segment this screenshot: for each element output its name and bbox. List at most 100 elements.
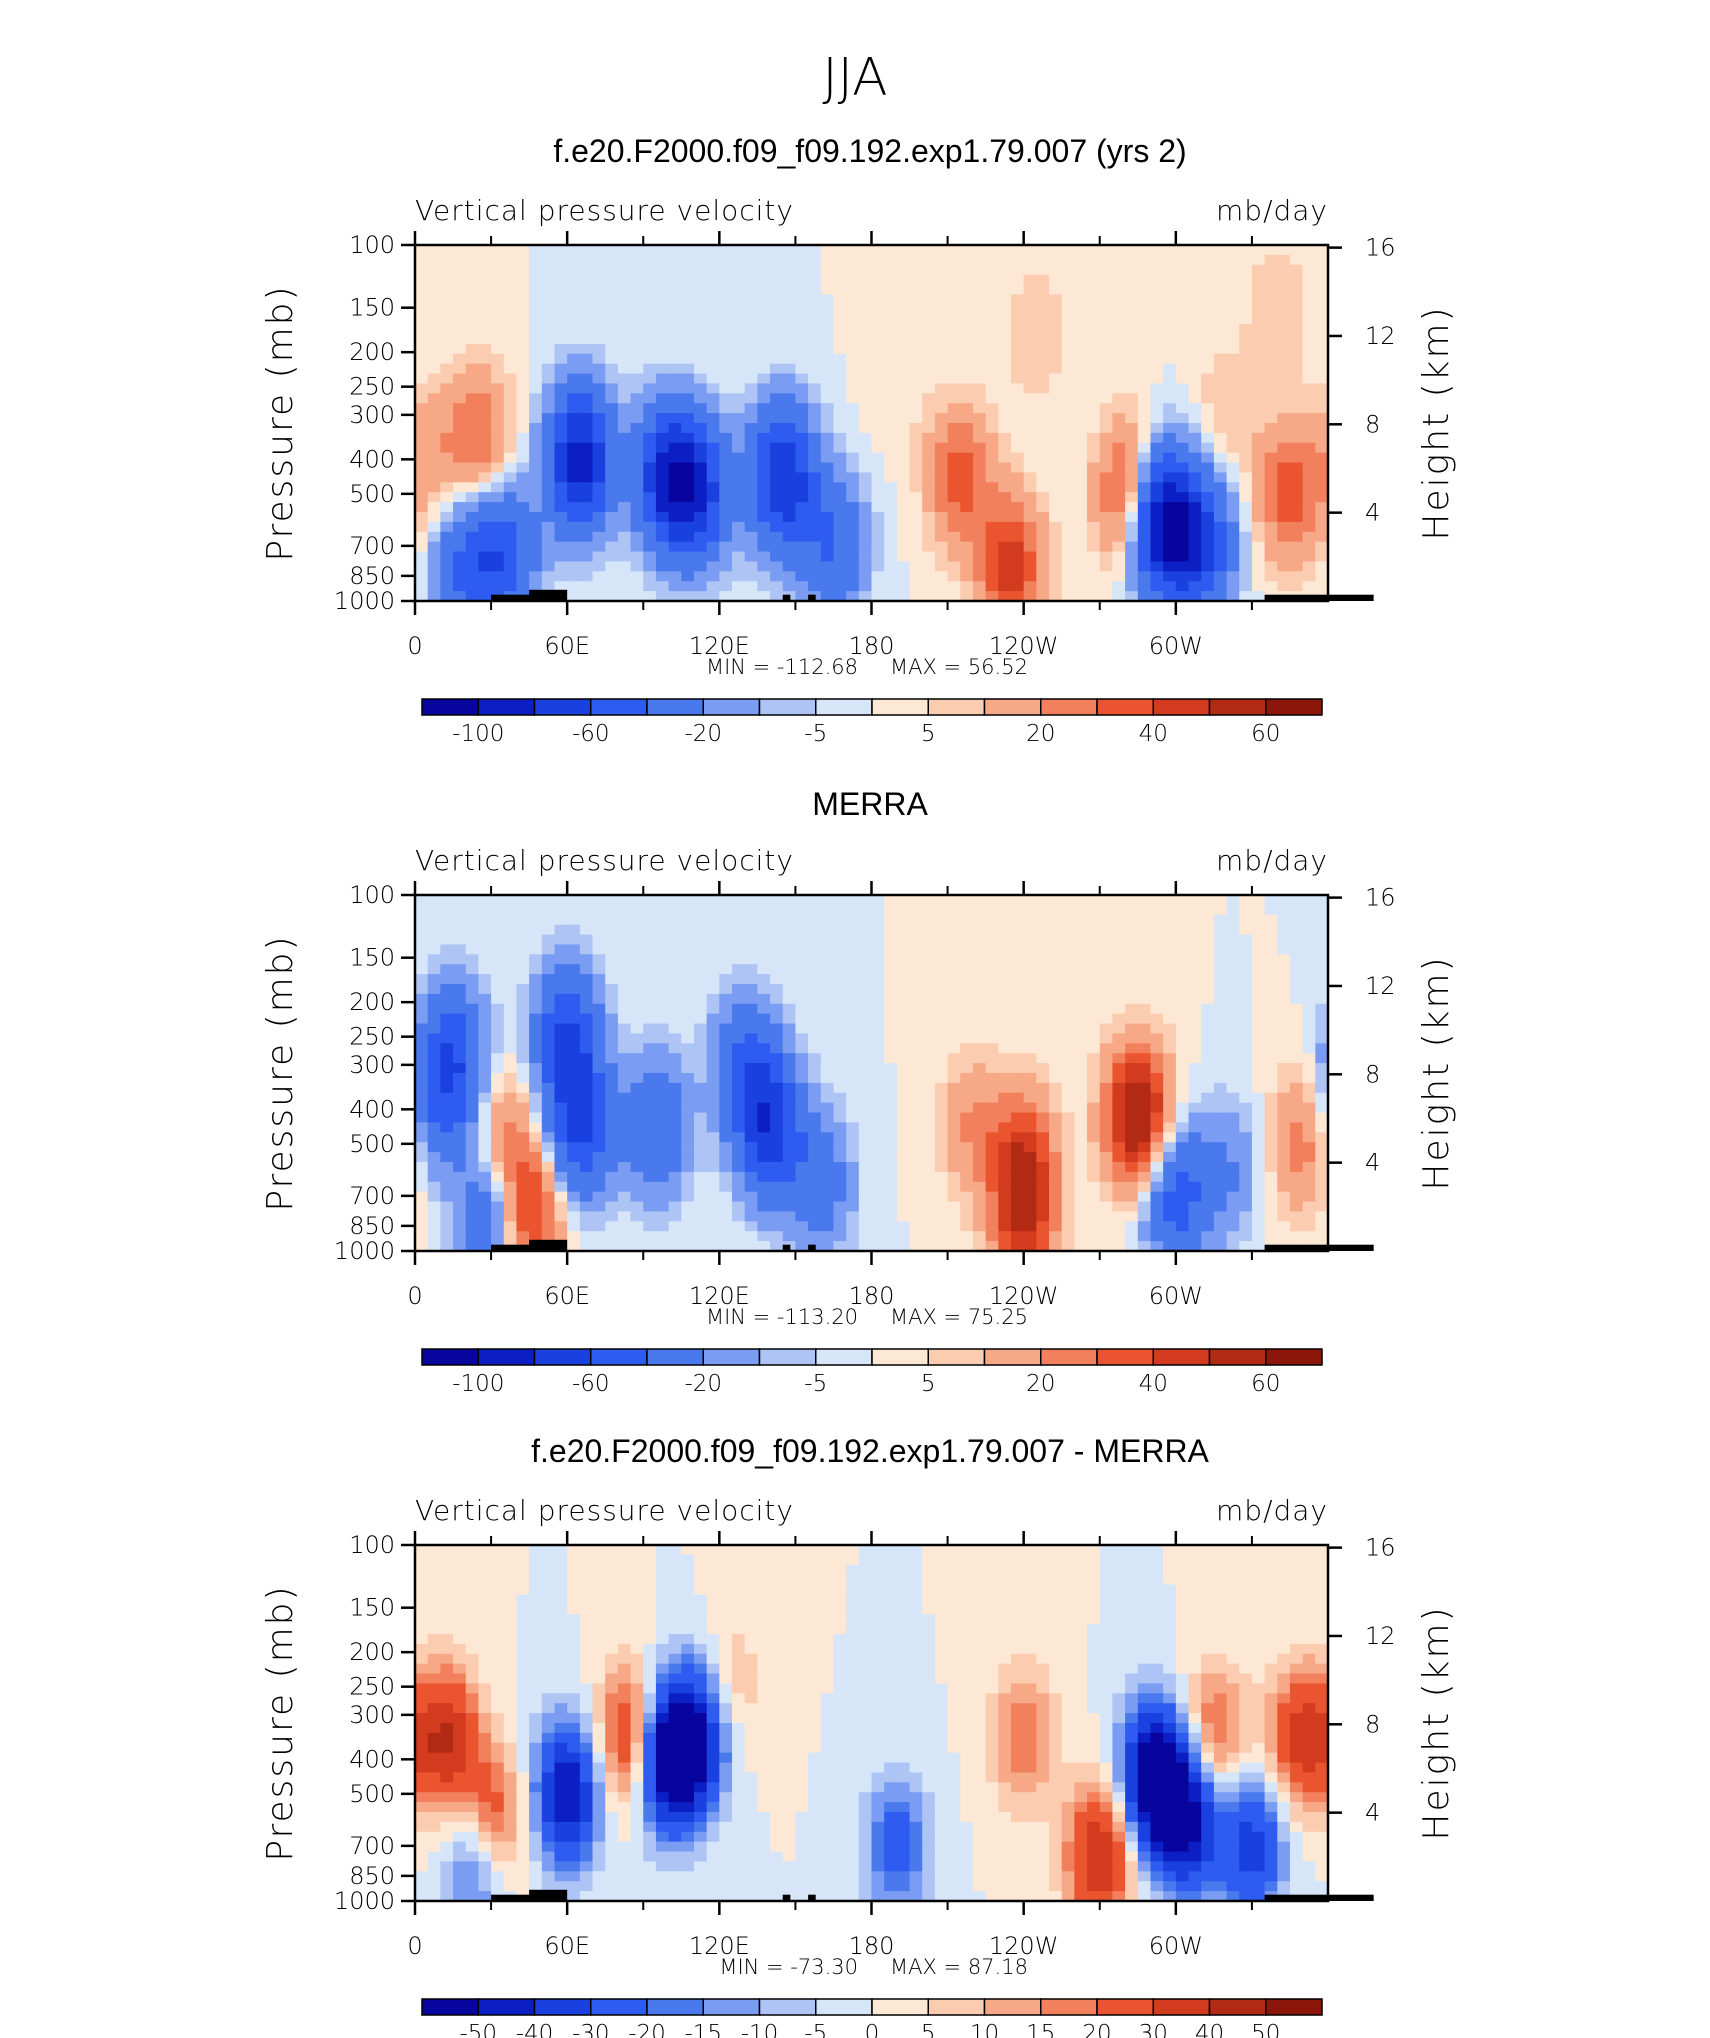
heatmap-cell — [605, 294, 619, 305]
heatmap-cell — [1061, 512, 1075, 523]
heatmap-cell — [909, 561, 923, 572]
heatmap-cell — [592, 294, 606, 305]
heatmap-cell — [440, 432, 454, 444]
heatmap-cell — [465, 581, 479, 592]
heatmap-cell — [655, 304, 670, 315]
heatmap-cell — [579, 924, 594, 936]
heatmap-cell — [884, 502, 898, 513]
heatmap-cell — [1213, 1171, 1228, 1183]
heatmap-cell — [719, 1043, 733, 1054]
heatmap-cell — [579, 512, 594, 523]
heatmap-cell — [1289, 512, 1304, 523]
heatmap-cell — [1264, 974, 1278, 985]
heatmap-cell — [1264, 1013, 1278, 1025]
heatmap-cell — [1125, 452, 1139, 464]
heatmap-cell — [1125, 1033, 1139, 1044]
heatmap-cell — [630, 581, 644, 592]
colorbar-label: 20 — [1026, 721, 1055, 747]
heatmap-cell — [757, 944, 771, 955]
heatmap-cell — [1239, 264, 1253, 276]
heatmap-cell — [440, 924, 454, 936]
heatmap-cell — [1277, 294, 1291, 305]
heatmap-cell — [592, 1171, 606, 1183]
heatmap-cell — [757, 482, 771, 493]
heatmap-cell — [1302, 1073, 1316, 1084]
heatmap-cell — [453, 1201, 467, 1213]
heatmap-cell — [1239, 472, 1253, 483]
heatmap-cell — [960, 353, 974, 365]
heatmap-cell — [643, 1162, 657, 1173]
heatmap-cell — [1099, 314, 1114, 325]
heatmap-cell — [909, 1112, 923, 1124]
heatmap-cell — [922, 284, 936, 296]
heatmap-cell — [1175, 284, 1190, 296]
heatmap-cell — [503, 1043, 518, 1054]
heatmap-cell — [934, 1181, 949, 1193]
heatmap-cell — [541, 274, 556, 286]
heatmap-cell — [795, 531, 809, 543]
heatmap-cell — [770, 1053, 784, 1064]
heatmap-cell — [1289, 974, 1304, 985]
heatmap-cell — [846, 294, 860, 305]
heatmap-cell — [858, 1142, 873, 1153]
heatmap-cell — [820, 561, 835, 572]
heatmap-cell — [415, 274, 429, 286]
heatmap-cell — [1099, 974, 1114, 985]
heatmap-cell — [972, 314, 987, 325]
heatmap-cell — [1150, 1073, 1164, 1084]
heatmap-cell — [947, 1082, 961, 1094]
heatmap-cell — [1175, 984, 1190, 995]
heatmap-cell — [453, 413, 467, 424]
heatmap-cell — [554, 1122, 568, 1133]
heatmap-cell — [529, 531, 543, 543]
heatmap-cell — [554, 274, 568, 286]
heatmap-cell — [1099, 472, 1114, 483]
heatmap-cell — [871, 343, 885, 355]
heatmap-cell — [1163, 1033, 1177, 1044]
heatmap-cell — [529, 442, 543, 454]
heatmap-cell — [491, 561, 505, 572]
heatmap-cell — [1087, 482, 1101, 493]
heatmap-cell — [541, 1063, 556, 1074]
heatmap-cell — [491, 1162, 505, 1173]
heatmap-cell — [820, 1181, 835, 1193]
heatmap-cell — [947, 895, 961, 906]
heatmap-cell — [693, 294, 708, 305]
heatmap-cell — [415, 591, 429, 602]
heatmap-cell — [1302, 1063, 1316, 1074]
heatmap-cell — [668, 423, 682, 434]
heatmap-cell — [617, 1043, 632, 1054]
heatmap-cell — [1010, 1043, 1025, 1054]
heatmap-cell — [427, 274, 441, 286]
heatmap-cell — [871, 964, 885, 975]
heatmap-cell — [630, 1162, 644, 1173]
heatmap-cell — [985, 1162, 999, 1173]
heatmap-cell — [491, 324, 505, 335]
heatmap-cell — [985, 1181, 999, 1193]
heatmap-cell — [1125, 1191, 1139, 1203]
heatmap-cell — [554, 1082, 568, 1094]
heatmap-cell — [719, 403, 733, 414]
heatmap-cell — [846, 1063, 860, 1074]
heatmap-cell — [1239, 254, 1253, 266]
heatmap-cell — [643, 1191, 657, 1203]
heatmap-cell — [1188, 924, 1202, 936]
heatmap-cell — [770, 314, 784, 325]
heatmap-cell — [655, 442, 670, 454]
heatmap-cell — [1125, 314, 1139, 325]
heatmap-cell — [579, 1142, 594, 1153]
heatmap-cell — [1188, 492, 1202, 503]
heatmap-cell — [947, 1073, 961, 1084]
heatmap-cell — [1049, 561, 1063, 572]
heatmap-cell — [592, 895, 606, 906]
heatmap-cell — [1315, 581, 1329, 592]
heatmap-cell — [1226, 591, 1240, 602]
heatmap-cell — [554, 934, 568, 946]
heatmap-cell — [681, 1082, 695, 1094]
heatmap-cell — [972, 1092, 987, 1104]
heatmap-cell — [909, 571, 923, 582]
heatmap-cell — [427, 334, 441, 345]
heatmap-cell — [1277, 1201, 1291, 1213]
heatmap-cell — [630, 294, 644, 305]
heatmap-cell — [491, 284, 505, 296]
